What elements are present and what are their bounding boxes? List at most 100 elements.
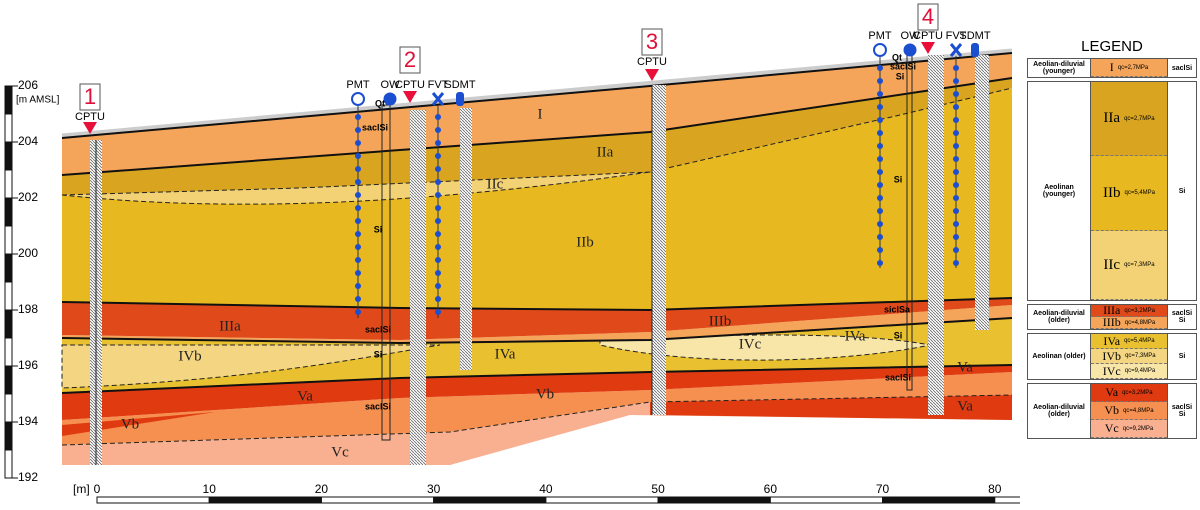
x-tick-label: 0	[94, 482, 101, 496]
y-tick-label: 196	[18, 358, 38, 372]
test-depth	[435, 218, 441, 224]
group-name: Aeolian-diluvial (older)	[1028, 384, 1091, 438]
cptu-symbol	[403, 91, 417, 103]
test-depth	[355, 244, 361, 250]
test-depth	[877, 260, 883, 266]
cross-section: 192 194 196 198 200 202 204 206 [m AMSL] 0 10 20 30 4…	[4, 3, 1020, 504]
legend-unit: Vb qc=4,8MPa	[1091, 402, 1167, 420]
test-depth	[355, 127, 361, 133]
test-depth	[953, 234, 959, 240]
unit-label: IIb	[576, 234, 594, 250]
scale-segment	[4, 113, 13, 143]
x-tick-label: 20	[315, 482, 329, 496]
scale-segment	[433, 496, 547, 504]
test-depth	[953, 195, 959, 201]
point-box	[917, 3, 939, 31]
observation-well	[381, 104, 391, 441]
test-label: CPTU	[75, 111, 105, 123]
soil-label: Qt	[375, 98, 385, 108]
pmt-symbol	[351, 92, 365, 106]
x-tick-label: 50	[651, 482, 665, 496]
test-label: CPTU	[913, 30, 943, 42]
test-depth	[435, 257, 441, 263]
cptu-symbol	[83, 122, 97, 134]
x-tick-label: 10	[203, 482, 217, 496]
scale-segment	[4, 365, 13, 395]
y-tick-label: 198	[18, 302, 38, 316]
layer-va	[650, 395, 1012, 420]
unit-column: IIa qc=2,7MPa IIb qc=5,4MPa IIc qc=7,3MPa	[1091, 82, 1168, 300]
test-label: SDMT	[444, 79, 475, 91]
soil-column: Si	[1168, 82, 1196, 300]
test-depth	[877, 234, 883, 240]
test-label: CPTU	[395, 79, 425, 91]
legend-unit: IIc qc=7,3MPa	[1091, 231, 1167, 300]
unit-qc: qc=9,4MPa	[1124, 368, 1156, 374]
legend-unit: IIIa qc=3,2MPa	[1091, 303, 1167, 317]
test-depth	[953, 247, 959, 253]
test-depth	[953, 143, 959, 149]
unit-name: Vb	[1104, 403, 1120, 417]
unit-name: IIa	[1103, 110, 1121, 126]
test-depth	[435, 140, 441, 146]
soil-label: Qt	[892, 52, 902, 62]
scale-segment	[4, 85, 13, 115]
y-tick-label: 200	[18, 246, 38, 260]
test-depth	[435, 179, 441, 185]
scale-segment	[4, 281, 13, 311]
layer-i	[62, 53, 1012, 175]
unit-name: IVa	[1103, 333, 1121, 348]
y-tick-label: 202	[18, 190, 38, 204]
legend-unit: IVb qc=7,3MPa	[1091, 349, 1167, 364]
soil-type: saclSi	[1171, 404, 1193, 411]
soil-label: saclSi	[365, 324, 391, 334]
soil-type: Si	[1178, 317, 1186, 324]
soil-type: saclSi	[1171, 64, 1193, 72]
test-label: FVT	[428, 79, 449, 91]
scale-segment	[4, 337, 13, 367]
test-depth	[877, 156, 883, 162]
scale-segment	[545, 496, 659, 504]
y-axis-unit: [m AMSL]	[16, 95, 60, 106]
x-tick-label: 80	[988, 482, 1002, 496]
layer-iia	[62, 78, 1012, 195]
point-number: 2	[404, 47, 416, 72]
test-depth	[435, 244, 441, 250]
cptu-profile	[652, 85, 666, 415]
unit-name: IIc	[1103, 256, 1121, 273]
scale-segment	[4, 225, 13, 255]
y-tick-label: 192	[18, 470, 38, 484]
cptu-symbol	[645, 69, 659, 81]
legend-title: LEGEND	[1081, 38, 1143, 55]
sdmt-symbol	[456, 92, 464, 106]
test-depth	[355, 270, 361, 276]
y-tick-label: 194	[18, 414, 38, 428]
test-depth	[355, 296, 361, 302]
scale-segment	[4, 169, 13, 199]
group-name: Aeolian-diluvial (older)	[1028, 305, 1091, 329]
group-name: Aeolinan (older)	[1028, 334, 1091, 379]
test-depth	[877, 195, 883, 201]
test-depth	[435, 153, 441, 159]
point-box	[79, 83, 101, 111]
unit-name: IIb	[1102, 184, 1121, 201]
unit-qc: qc=4,8MPa	[1124, 319, 1156, 326]
legend-unit: IIb qc=5,4MPa	[1091, 156, 1167, 231]
legend-unit: IVc qc=9,4MPa	[1091, 364, 1167, 379]
unit-label: Vb	[536, 386, 554, 402]
test-depth	[877, 169, 883, 175]
unit-label: IIc	[487, 176, 504, 192]
test-depth	[435, 231, 441, 237]
test-depth	[435, 166, 441, 172]
legend-unit: IIa qc=2,7MPa	[1091, 82, 1167, 156]
boundary	[61, 77, 1013, 176]
test-depth	[953, 104, 959, 110]
x-tick-label: 40	[539, 482, 553, 496]
test-depth	[355, 309, 361, 315]
test-depth	[355, 140, 361, 146]
test-depth	[953, 130, 959, 136]
test-depth	[435, 296, 441, 302]
test-depth	[435, 127, 441, 133]
